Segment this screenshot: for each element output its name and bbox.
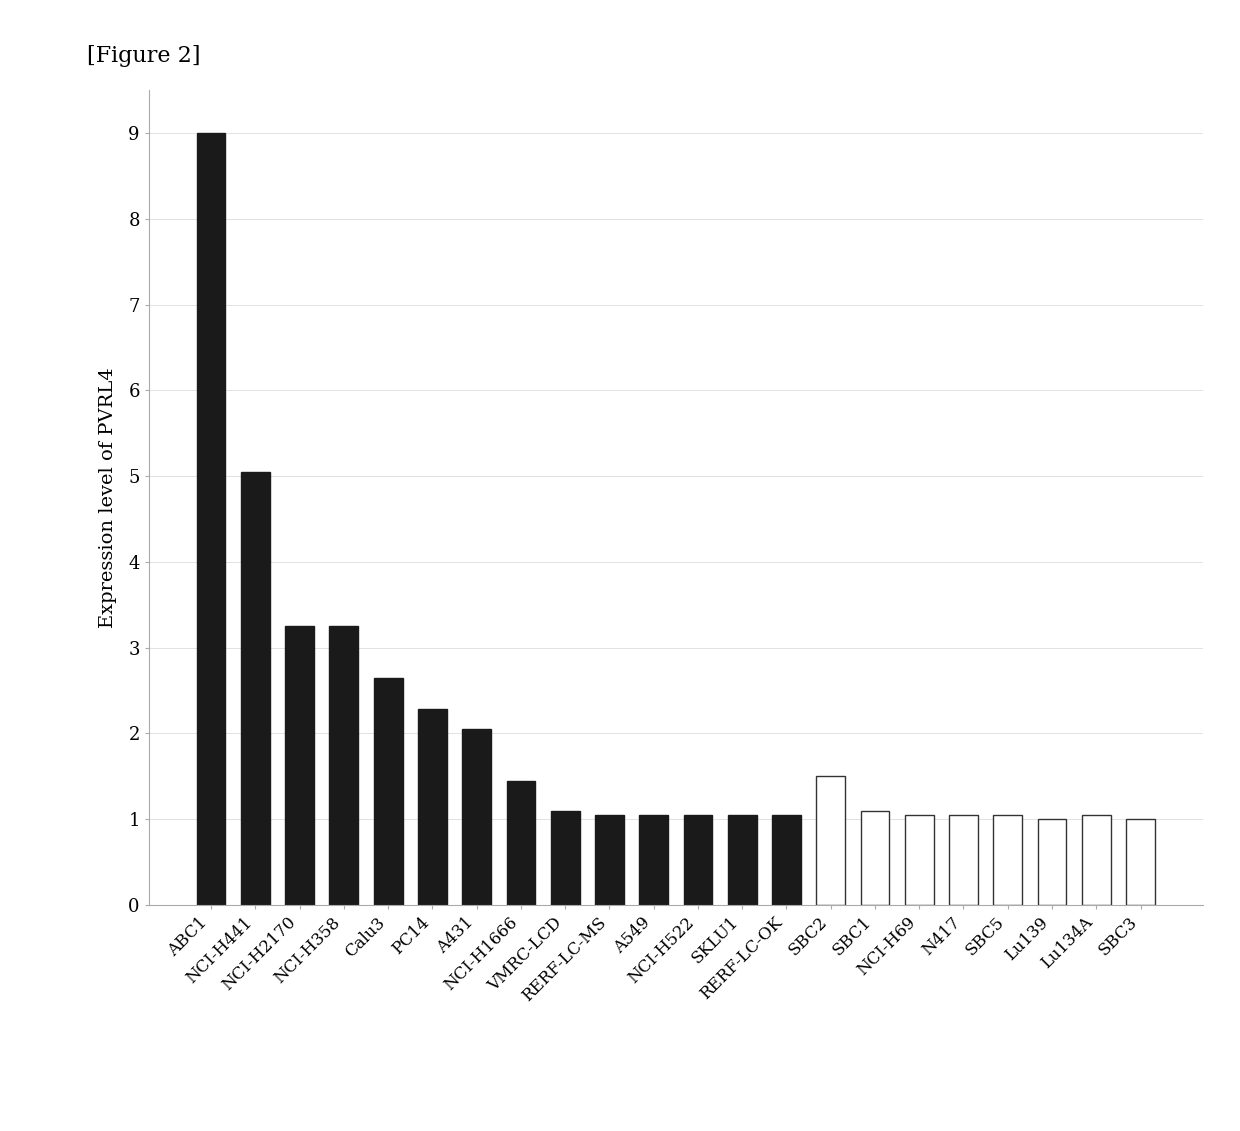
Bar (1038, 819, 1066, 905)
Bar (551, 811, 579, 905)
Bar (241, 472, 270, 905)
Bar (683, 814, 712, 905)
Bar (640, 814, 668, 905)
Bar (905, 814, 934, 905)
Bar (373, 677, 403, 905)
Bar (463, 729, 491, 905)
Bar (506, 780, 536, 905)
Text: [Figure 2]: [Figure 2] (87, 45, 201, 67)
Bar (595, 814, 624, 905)
Bar (418, 709, 446, 905)
Y-axis label: Expression level of PVRL4: Expression level of PVRL4 (99, 368, 117, 628)
Bar (861, 811, 889, 905)
Bar (993, 814, 1022, 905)
Bar (330, 627, 358, 905)
Bar (773, 814, 801, 905)
Bar (949, 814, 978, 905)
Bar (1126, 819, 1154, 905)
Bar (816, 776, 846, 905)
Bar (728, 814, 756, 905)
Bar (197, 133, 226, 905)
Bar (1081, 814, 1111, 905)
Bar (285, 627, 314, 905)
